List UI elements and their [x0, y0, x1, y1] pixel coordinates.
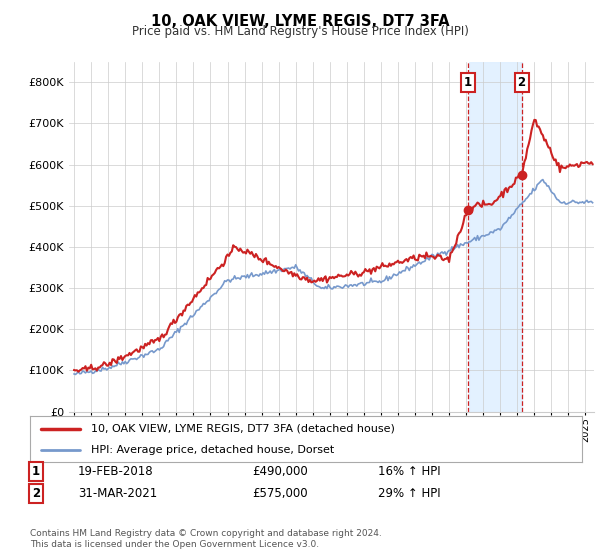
Text: 31-MAR-2021: 31-MAR-2021	[78, 487, 157, 501]
Text: 10, OAK VIEW, LYME REGIS, DT7 3FA (detached house): 10, OAK VIEW, LYME REGIS, DT7 3FA (detac…	[91, 424, 395, 434]
Text: 19-FEB-2018: 19-FEB-2018	[78, 465, 154, 478]
Text: £575,000: £575,000	[252, 487, 308, 501]
Text: Contains HM Land Registry data © Crown copyright and database right 2024.
This d: Contains HM Land Registry data © Crown c…	[30, 529, 382, 549]
Text: 1: 1	[32, 465, 40, 478]
Text: Price paid vs. HM Land Registry's House Price Index (HPI): Price paid vs. HM Land Registry's House …	[131, 25, 469, 38]
Text: 2: 2	[517, 76, 526, 88]
Text: 2: 2	[32, 487, 40, 501]
Text: 29% ↑ HPI: 29% ↑ HPI	[378, 487, 440, 501]
Text: 1: 1	[464, 76, 472, 88]
Text: 16% ↑ HPI: 16% ↑ HPI	[378, 465, 440, 478]
Text: £490,000: £490,000	[252, 465, 308, 478]
Text: 10, OAK VIEW, LYME REGIS, DT7 3FA: 10, OAK VIEW, LYME REGIS, DT7 3FA	[151, 14, 449, 29]
Text: HPI: Average price, detached house, Dorset: HPI: Average price, detached house, Dors…	[91, 445, 334, 455]
